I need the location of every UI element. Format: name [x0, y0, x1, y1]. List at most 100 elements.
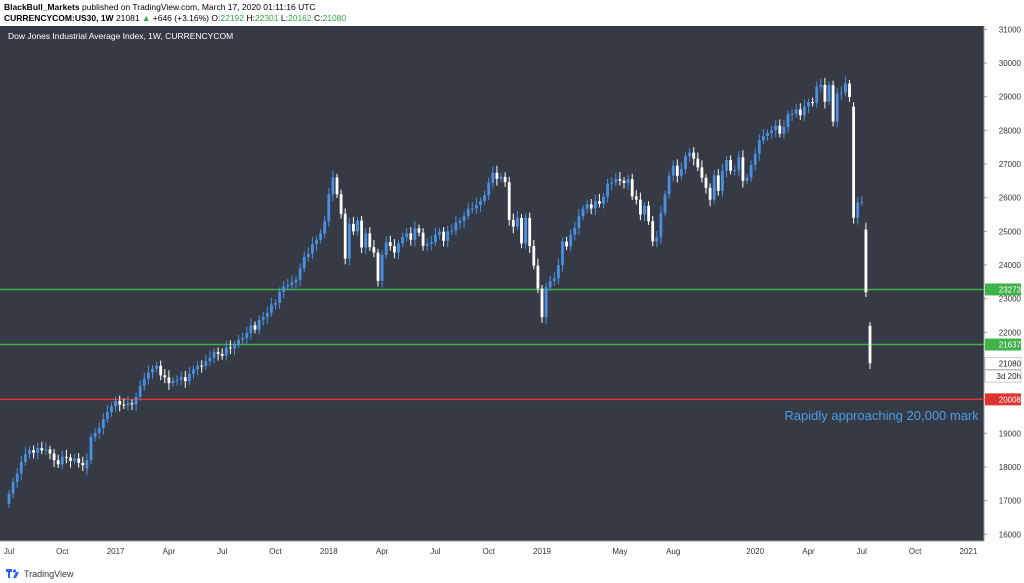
candle[interactable] [589, 204, 593, 209]
candle[interactable] [675, 165, 679, 176]
candle[interactable] [552, 278, 556, 282]
candle[interactable] [397, 243, 400, 253]
tradingview-brand[interactable]: TradingView [24, 569, 74, 579]
candle[interactable] [667, 175, 671, 195]
candle[interactable] [614, 179, 618, 183]
candle[interactable] [421, 232, 425, 246]
candle[interactable] [89, 436, 93, 461]
candle[interactable] [573, 227, 577, 235]
candle[interactable] [130, 403, 134, 405]
candle[interactable] [835, 93, 839, 122]
candle[interactable] [175, 379, 179, 381]
candle[interactable] [778, 125, 782, 134]
candle[interactable] [138, 385, 142, 397]
candle[interactable] [803, 106, 806, 116]
candlestick-chart[interactable]: Dow Jones Industrial Average Index, 1W, … [0, 26, 1024, 567]
candle[interactable] [511, 219, 515, 227]
candle[interactable] [466, 208, 470, 217]
candle[interactable] [856, 202, 860, 218]
candle[interactable] [442, 231, 445, 241]
candle[interactable] [28, 450, 31, 455]
candle[interactable] [323, 221, 327, 234]
candle[interactable] [495, 172, 499, 179]
candle[interactable] [692, 152, 696, 159]
candle[interactable] [680, 169, 683, 176]
candle[interactable] [581, 208, 585, 217]
candle[interactable] [216, 352, 220, 354]
candle[interactable] [794, 109, 798, 114]
candle[interactable] [65, 456, 68, 458]
candle[interactable] [32, 450, 35, 453]
candle[interactable] [536, 265, 540, 289]
candle[interactable] [401, 237, 404, 244]
candle[interactable] [532, 246, 536, 266]
candle[interactable] [261, 317, 265, 320]
candle[interactable] [712, 175, 716, 200]
candle[interactable] [110, 406, 113, 413]
candle[interactable] [73, 458, 76, 461]
candle[interactable] [745, 177, 749, 181]
candle[interactable] [774, 125, 778, 131]
candle[interactable] [249, 325, 253, 333]
candle[interactable] [298, 268, 302, 280]
candle[interactable] [126, 403, 130, 406]
candle[interactable] [470, 208, 474, 210]
candle[interactable] [319, 233, 322, 240]
candle[interactable] [347, 223, 351, 259]
candle[interactable] [171, 380, 175, 384]
candle[interactable] [618, 179, 622, 181]
candle[interactable] [97, 427, 101, 433]
candle[interactable] [101, 419, 105, 428]
candle[interactable] [270, 304, 273, 313]
candle[interactable] [274, 303, 277, 305]
candle[interactable] [528, 217, 532, 247]
candle[interactable] [643, 205, 646, 215]
candle[interactable] [200, 365, 204, 367]
candle[interactable] [147, 372, 150, 379]
candle[interactable] [388, 242, 392, 247]
candle[interactable] [696, 158, 700, 168]
candle[interactable] [44, 449, 48, 451]
candle[interactable] [458, 221, 462, 223]
candle[interactable] [196, 365, 199, 370]
candle[interactable] [741, 157, 745, 181]
candle[interactable] [434, 234, 437, 243]
candle[interactable] [557, 264, 560, 279]
candle[interactable] [516, 217, 519, 227]
candle[interactable] [413, 228, 417, 240]
candle[interactable] [233, 344, 236, 349]
candle[interactable] [540, 288, 544, 318]
candle[interactable] [327, 194, 331, 222]
candle[interactable] [446, 231, 450, 241]
candle[interactable] [7, 493, 11, 504]
candle[interactable] [848, 83, 851, 98]
tradingview-logo-icon[interactable] [6, 569, 20, 579]
candle[interactable] [356, 220, 359, 232]
candle[interactable] [368, 233, 372, 248]
candle[interactable] [241, 338, 245, 340]
candle[interactable] [224, 347, 228, 356]
candle[interactable] [69, 457, 72, 461]
candle[interactable] [475, 205, 478, 209]
candle[interactable] [352, 223, 355, 232]
candle[interactable] [606, 183, 609, 197]
candle[interactable] [630, 179, 634, 197]
candle[interactable] [844, 83, 847, 93]
candle[interactable] [257, 319, 261, 330]
candle[interactable] [376, 252, 380, 281]
candle[interactable] [52, 453, 56, 461]
candle[interactable] [786, 114, 790, 127]
candle[interactable] [384, 242, 388, 255]
candle[interactable] [286, 285, 290, 287]
candle[interactable] [302, 256, 306, 269]
candle[interactable] [716, 175, 720, 191]
candle[interactable] [602, 196, 605, 204]
candle[interactable] [753, 153, 757, 166]
candle[interactable] [85, 460, 89, 469]
candle[interactable] [278, 291, 281, 304]
candle[interactable] [134, 396, 138, 405]
candle[interactable] [831, 85, 835, 122]
candle[interactable] [393, 246, 396, 253]
candle[interactable] [40, 448, 44, 451]
candle[interactable] [749, 165, 753, 178]
